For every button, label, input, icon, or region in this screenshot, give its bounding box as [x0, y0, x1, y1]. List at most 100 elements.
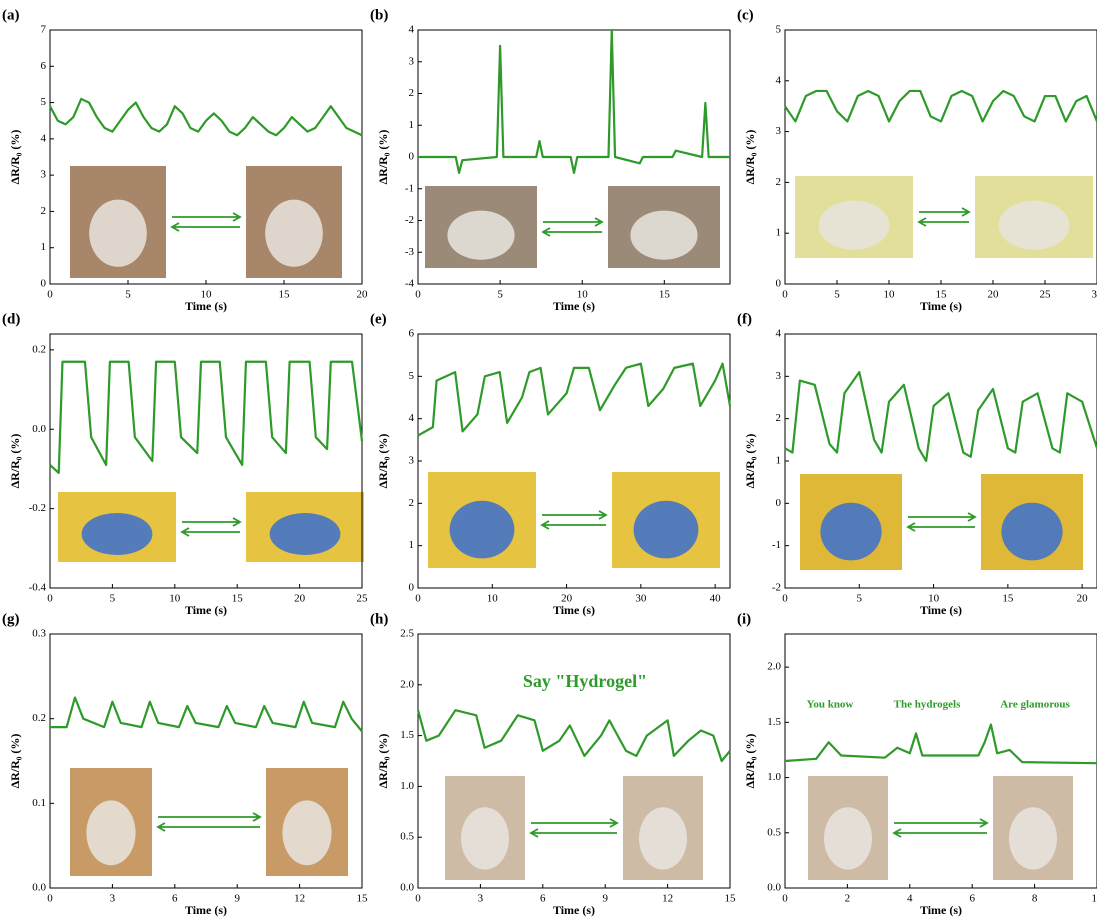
y-tick-label: 0.0	[32, 882, 46, 894]
panel-label: (i)	[737, 611, 751, 627]
y-tick-label: 2.0	[767, 661, 781, 673]
x-tick-label: 12	[662, 893, 673, 905]
photo-subject	[999, 201, 1070, 250]
x-tick-label: 0	[782, 893, 788, 905]
x-tick-label: 0	[782, 289, 788, 301]
photo-subject	[461, 807, 509, 869]
annotation: The hydrogels	[894, 699, 961, 711]
x-tick-label: 15	[725, 893, 737, 905]
photo-subject	[450, 501, 515, 559]
y-tick-label: 1.5	[400, 729, 414, 741]
photo-subject	[86, 800, 135, 865]
y-tick-label: -2	[405, 214, 414, 226]
y-tick-label: 2	[776, 176, 782, 188]
y-tick-label: -4	[405, 278, 415, 290]
y-tick-label: -2	[772, 582, 781, 594]
y-axis-label: ΔR/R₀ (%)	[376, 130, 390, 185]
x-tick-label: 2	[845, 893, 851, 905]
photo-subject	[282, 800, 331, 865]
arrow-left	[908, 523, 975, 531]
y-tick-label: 0.1	[32, 797, 46, 809]
y-axis-label: ΔR/R₀ (%)	[8, 734, 22, 789]
x-tick-label: 0	[415, 289, 421, 301]
y-axis-label: ΔR/R₀ (%)	[743, 434, 757, 489]
arrow-left	[158, 823, 260, 831]
y-tick-label: 5	[776, 24, 782, 36]
x-tick-label: 20	[1077, 593, 1089, 605]
panel-label: (d)	[2, 311, 20, 327]
y-tick-label: -0.4	[29, 582, 47, 594]
photo-subject	[265, 200, 323, 267]
y-tick-label: 2	[776, 412, 782, 424]
x-tick-label: 8	[1032, 893, 1038, 905]
y-tick-label: 1	[41, 241, 47, 253]
arrow-right	[172, 213, 240, 221]
y-tick-label: 0.0	[767, 882, 781, 894]
x-tick-label: 3	[110, 893, 116, 905]
x-tick-label: 0	[47, 289, 53, 301]
data-line	[418, 30, 730, 173]
x-tick-label: 5	[857, 593, 863, 605]
y-tick-label: 0	[41, 278, 47, 290]
photo-subject	[270, 513, 341, 555]
y-tick-label: -0.2	[29, 502, 46, 514]
x-tick-label: 0	[415, 593, 421, 605]
arrow-right	[542, 511, 606, 519]
arrow-right	[543, 218, 602, 226]
y-tick-label: 0.0	[400, 882, 414, 894]
x-axis-label: Time (s)	[553, 603, 595, 617]
y-tick-label: 3	[776, 370, 782, 382]
panel-label: (g)	[2, 611, 20, 627]
x-axis-label: Time (s)	[185, 299, 227, 313]
photo-subject	[1001, 503, 1062, 561]
y-tick-label: 6	[409, 328, 415, 340]
panel-label: (a)	[2, 7, 20, 23]
y-tick-label: 7	[41, 24, 47, 36]
y-tick-label: 0.5	[400, 831, 414, 843]
x-tick-label: 20	[294, 593, 306, 605]
y-tick-label: 0	[409, 582, 415, 594]
x-tick-label: 6	[969, 893, 975, 905]
x-axis-label: Time (s)	[185, 603, 227, 617]
y-tick-label: 0.2	[32, 343, 46, 355]
panel-label: (b)	[370, 7, 388, 23]
y-tick-label: 1.0	[767, 771, 781, 783]
x-tick-label: 15	[659, 289, 671, 301]
x-tick-label: 40	[710, 593, 722, 605]
x-tick-label: 15	[1002, 593, 1014, 605]
photo-subject	[819, 201, 890, 250]
data-line	[418, 364, 730, 436]
x-tick-label: 9	[602, 893, 608, 905]
y-tick-label: 2	[41, 205, 47, 217]
arrow-left	[531, 829, 617, 837]
y-tick-label: 2.0	[400, 678, 414, 690]
y-tick-label: 4	[776, 328, 782, 340]
x-tick-label: 5	[834, 289, 840, 301]
y-tick-label: 0	[409, 151, 415, 163]
photo-subject	[1009, 807, 1057, 869]
photo-subject	[634, 501, 699, 559]
y-tick-label: 4	[409, 24, 415, 36]
arrow-left	[919, 218, 969, 226]
y-tick-label: 4	[776, 74, 782, 86]
data-line	[50, 698, 362, 732]
x-axis-label: Time (s)	[185, 903, 227, 917]
x-tick-label: 10	[1092, 893, 1097, 905]
arrow-right	[908, 513, 975, 521]
panel: 0.00.51.01.52.00246810Time (s)ΔR/R₀ (%)(…	[737, 611, 1097, 916]
y-tick-label: -1	[405, 182, 414, 194]
x-tick-label: 15	[232, 593, 244, 605]
photo-subject	[82, 513, 153, 555]
y-tick-label: 1	[409, 119, 415, 131]
y-tick-label: 6	[41, 60, 47, 72]
y-axis-label: ΔR/R₀ (%)	[376, 734, 390, 789]
x-tick-label: 10	[884, 289, 896, 301]
panel-label: (e)	[370, 311, 387, 327]
annotation: Say "Hydrogel"	[523, 671, 647, 691]
x-axis-label: Time (s)	[553, 903, 595, 917]
y-tick-label: 5	[409, 370, 415, 382]
